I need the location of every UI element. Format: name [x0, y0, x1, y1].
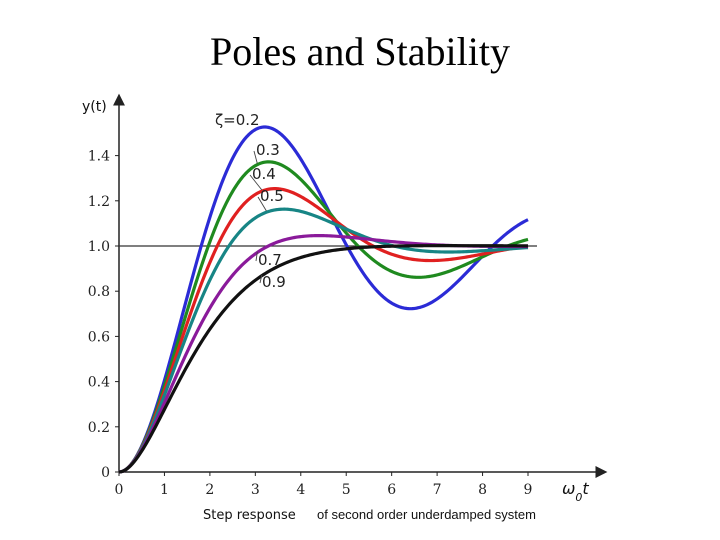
- x-tick-label: 6: [387, 482, 396, 498]
- x-tick-label: 1: [160, 482, 169, 498]
- label-leader: [255, 251, 258, 262]
- series-label: 0.5: [260, 187, 284, 205]
- series-label: 0.4: [252, 165, 276, 183]
- label-leader: [259, 274, 263, 284]
- series-label: ζ=0.2: [215, 111, 260, 129]
- label-leader: [249, 174, 263, 191]
- chart-caption: of second order underdamped system: [317, 507, 536, 522]
- x-tick-label: 9: [524, 482, 533, 498]
- y-tick-label: 1.2: [88, 194, 110, 210]
- label-leader: [257, 196, 267, 212]
- y-axis-label: y(t): [82, 99, 107, 115]
- series-line: [118, 244, 528, 474]
- y-tick-label: 0.4: [88, 375, 110, 391]
- series-line: [118, 125, 529, 474]
- x-tick-label: 3: [251, 482, 260, 498]
- x-tick-label: 5: [342, 482, 351, 498]
- chart-caption-prefix: Step response: [203, 508, 296, 523]
- y-tick-label: 0: [101, 465, 110, 481]
- x-tick-label: 2: [205, 482, 214, 498]
- y-tick-label: 0.2: [88, 420, 110, 436]
- series-label: 0.9: [262, 273, 286, 291]
- y-tick-label: 1.0: [88, 239, 110, 255]
- y-tick-label: 0.8: [88, 284, 110, 300]
- x-tick-label: 0: [115, 482, 124, 498]
- series-label: 0.7: [258, 251, 282, 269]
- series-label: 0.3: [256, 141, 280, 159]
- x-axis-label: ω0t: [562, 479, 589, 504]
- x-tick-label: 4: [296, 482, 305, 498]
- series-line: [118, 207, 529, 474]
- label-leader: [253, 150, 258, 164]
- series-line: [118, 160, 529, 474]
- series-line: [118, 187, 529, 474]
- x-tick-label: 8: [478, 482, 487, 498]
- x-tick-label: 7: [433, 482, 442, 498]
- y-tick-label: 0.6: [88, 329, 110, 345]
- y-tick-label: 1.4: [88, 149, 110, 165]
- slide-title: Poles and Stability: [210, 29, 510, 74]
